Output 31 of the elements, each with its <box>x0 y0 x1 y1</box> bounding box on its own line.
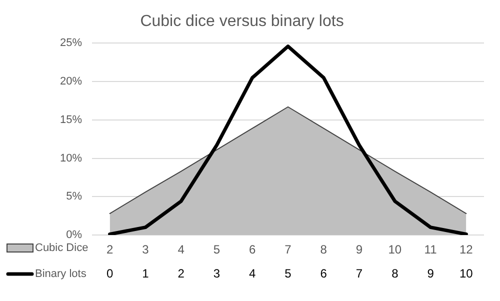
x-tick-label: 3 <box>142 242 150 257</box>
y-tick-label: 20% <box>60 76 82 88</box>
x2-tick-label: 10 <box>460 266 474 281</box>
x2-tick-label: 0 <box>106 266 114 281</box>
x-tick-label: 7 <box>284 242 292 257</box>
x-tick-label: 4 <box>178 242 185 257</box>
legend-label: Binary lots <box>35 268 87 280</box>
x2-tick-label: 5 <box>284 266 292 281</box>
chart-title: Cubic dice versus binary lots <box>140 13 344 30</box>
x-tick-label: 9 <box>356 242 363 257</box>
y-tick-label: 10% <box>60 152 82 164</box>
x-tick-label: 5 <box>213 242 220 257</box>
x2-tick-label: 9 <box>427 266 434 281</box>
x2-tick-label: 2 <box>178 266 185 281</box>
legend-label: Cubic Dice <box>35 242 88 254</box>
x-tick-label: 6 <box>249 242 256 257</box>
y-tick-label: 15% <box>60 114 82 126</box>
x-tick-label: 11 <box>424 242 438 257</box>
x-tick-label: 10 <box>388 242 402 257</box>
x2-tick-label: 4 <box>249 266 256 281</box>
x2-tick-label: 7 <box>356 266 363 281</box>
x2-tick-label: 1 <box>142 266 150 281</box>
x-tick-label: 12 <box>460 242 474 257</box>
x2-tick-label: 8 <box>392 266 399 281</box>
y-tick-label: 5% <box>66 190 82 203</box>
y-tick-label: 25% <box>60 37 82 50</box>
x2-tick-label: 6 <box>320 266 328 281</box>
x2-tick-label: 3 <box>213 266 220 281</box>
x-tick-label: 2 <box>106 242 114 257</box>
x-tick-label: 8 <box>320 242 328 257</box>
y-tick-label: 0% <box>66 229 82 242</box>
